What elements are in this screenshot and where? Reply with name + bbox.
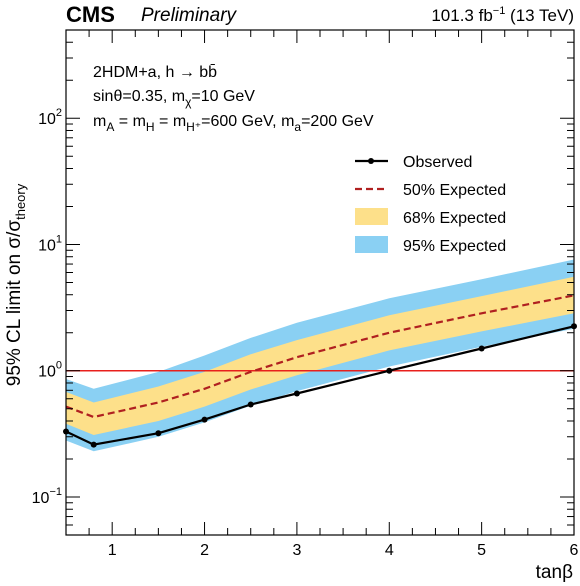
x-tick-label: 2 <box>200 542 209 559</box>
y-axis-title-main: 95% CL limit on σ/σ <box>4 220 25 387</box>
y-tick-label: 101 <box>38 233 62 254</box>
mixing-post: =10 GeV <box>191 88 255 105</box>
mass-label: mA = mH = mH⁺=600 GeV, ma=200 GeV <box>93 113 374 134</box>
observed-point <box>247 401 254 408</box>
y-tick-label: 102 <box>38 107 62 128</box>
legend-band95-swatch <box>355 236 388 253</box>
legend-observed-label: Observed <box>403 154 472 171</box>
band-68-expected <box>66 276 574 435</box>
observed-point <box>386 367 393 374</box>
x-tick-label: 1 <box>108 542 117 559</box>
energy-value: (13 TeV) <box>505 6 574 25</box>
luminosity-value: 101.3 fb <box>431 6 492 25</box>
x-tick-label: 3 <box>292 542 301 559</box>
legend-observed-marker <box>368 158 374 164</box>
y-tick-label: 10−1 <box>32 486 62 507</box>
observed-point <box>201 416 208 423</box>
status-label: Preliminary <box>141 5 238 26</box>
mixing-sub: χ <box>185 95 192 109</box>
expected-limit-line <box>65 294 575 419</box>
y-axis-title-sub: theory <box>13 183 28 220</box>
mixing-main: sinθ=0.35, m <box>93 88 185 105</box>
observed-point <box>478 345 485 352</box>
observed-point <box>90 441 97 448</box>
y-tick-label: 100 <box>38 360 62 381</box>
x-tick-label: 6 <box>570 542 579 559</box>
model-label: 2HDM+a, h → bb̄ <box>93 64 217 81</box>
legend-expected-label: 50% Expected <box>403 182 506 199</box>
y-axis-title: 95% CL limit on σ/σtheory <box>4 183 28 386</box>
observed-point <box>293 390 300 397</box>
legend-band68-swatch <box>355 208 388 225</box>
experiment-label: CMS <box>66 2 115 27</box>
x-tick-label: 5 <box>477 542 486 559</box>
legend: Observed 50% Expected 68% Expected 95% E… <box>355 154 506 255</box>
x-axis-title: tanβ <box>536 562 573 583</box>
lines-layer <box>63 294 577 448</box>
observed-point <box>155 430 162 437</box>
legend-band68-label: 68% Expected <box>403 210 506 227</box>
ticks-layer: 1 2 3 4 5 6 10−1 100 101 102 <box>32 29 579 559</box>
mixing-label: sinθ=0.35, mχ=10 GeV <box>93 88 255 109</box>
x-tick-label: 4 <box>385 542 394 559</box>
legend-band95-label: 95% Expected <box>403 238 506 255</box>
luminosity-label: 101.3 fb−1 (13 TeV) <box>431 5 574 25</box>
bands-layer <box>66 259 574 452</box>
luminosity-exponent: −1 <box>493 5 506 17</box>
